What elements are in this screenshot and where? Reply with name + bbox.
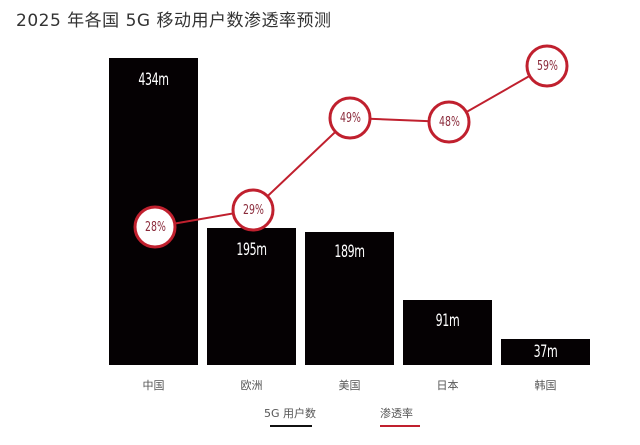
- x-label-korea: 韩国: [534, 379, 557, 392]
- bar-korea: 37m: [501, 339, 590, 365]
- pct-marker-japan: 48%: [429, 102, 469, 142]
- pct-marker-usa: 49%: [330, 98, 370, 138]
- bar-value-label: 195m: [236, 240, 267, 260]
- pct-label: 49%: [339, 110, 361, 126]
- pct-label: 28%: [144, 219, 166, 235]
- legend-label: 5G 用户数: [264, 407, 317, 420]
- bar-value-label: 434m: [138, 70, 169, 90]
- pct-label: 48%: [438, 114, 460, 130]
- x-label-china: 中国: [142, 379, 165, 392]
- x-label-usa: 美国: [338, 379, 361, 392]
- legend-swatch-black: [270, 425, 312, 427]
- legend-item-users: 5G 用户数: [264, 405, 316, 427]
- legend-item-penetration: 渗透率: [380, 405, 420, 427]
- legend-label: 渗透率: [380, 407, 413, 420]
- legend-swatch-red: [380, 425, 420, 427]
- bar-value-label: 37m: [533, 342, 558, 362]
- pct-marker-korea: 59%: [527, 46, 567, 86]
- pct-label: 29%: [242, 202, 264, 218]
- pct-marker-china: 28%: [135, 207, 175, 247]
- chart-title: 2025 年各国 5G 移动用户数渗透率预测: [16, 11, 332, 31]
- pct-label: 59%: [536, 58, 558, 74]
- pct-marker-europe: 29%: [233, 190, 273, 230]
- bar-japan: 91m: [403, 300, 492, 365]
- bar-value-label: 91m: [435, 311, 460, 331]
- bar-europe: 195m: [207, 228, 296, 365]
- bar-usa: 189m: [305, 232, 394, 365]
- x-label-japan: 日本: [436, 379, 459, 392]
- x-label-europe: 欧洲: [240, 379, 263, 392]
- bar-value-label: 189m: [334, 242, 365, 262]
